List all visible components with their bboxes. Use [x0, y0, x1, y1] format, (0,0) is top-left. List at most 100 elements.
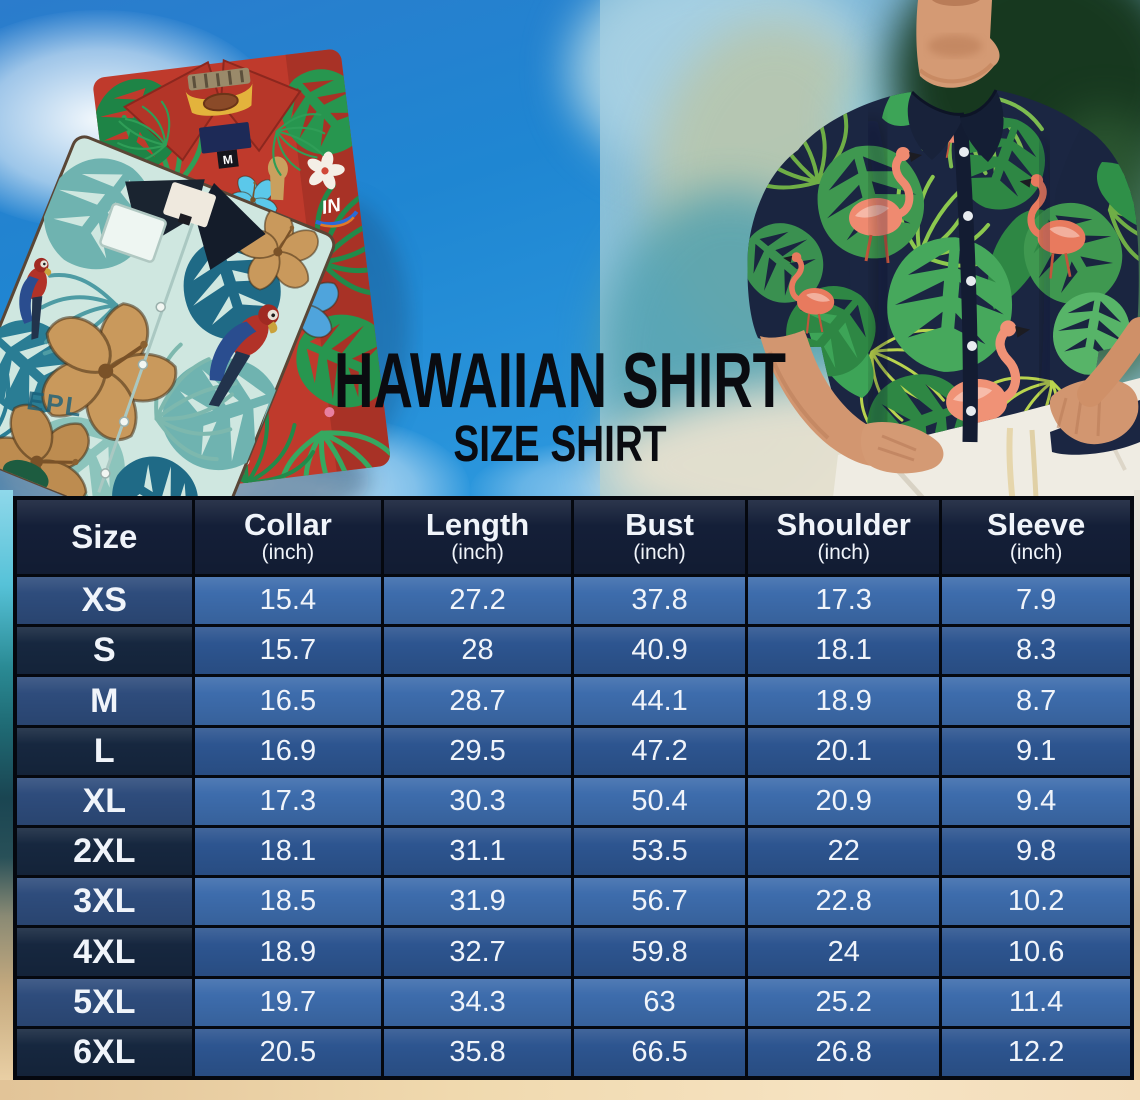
sleeve-logo: IN — [315, 195, 359, 228]
table-row: 6XL 20.5 35.8 66.5 26.8 12.2 — [17, 1028, 1130, 1077]
size-tag — [216, 149, 239, 169]
column-header: Sleeve (inch) — [942, 500, 1130, 574]
length-cell: 32.7 — [384, 928, 571, 976]
shoulder-cell: 20.9 — [748, 777, 940, 826]
shoulder-cell: 26.8 — [748, 1028, 940, 1077]
column-header: Collar (inch) — [194, 500, 382, 574]
man-wearing-flamingo-shirt-photo — [747, 0, 1140, 540]
size-tag-letter: M — [222, 152, 234, 167]
size-cell: M — [17, 677, 192, 725]
table-row: 3XL 18.5 31.9 56.7 22.8 10.2 — [17, 878, 1130, 926]
collar-right — [960, 90, 1004, 162]
length-cell: 29.5 — [384, 727, 571, 775]
column-label: Sleeve — [986, 506, 1086, 542]
size-cell: 6XL — [17, 1028, 192, 1077]
shoulder-cell: 20.1 — [748, 727, 940, 775]
length-cell: 31.1 — [384, 828, 571, 876]
collar-left — [907, 92, 964, 160]
bust-cell: 66.5 — [573, 1028, 746, 1077]
length-cell: 34.3 — [384, 978, 571, 1026]
sand-strip — [0, 1080, 1140, 1100]
folded-hawaiian-shirts-photo: M IN — [0, 48, 410, 545]
man-left-hand — [860, 422, 944, 474]
bust-cell: 44.1 — [573, 677, 746, 725]
button — [118, 416, 130, 427]
collar-cell: 15.7 — [194, 627, 382, 675]
sleeve-cell: 8.3 — [942, 627, 1130, 675]
sleeve-cell: 9.8 — [942, 828, 1130, 876]
page-title: HAWAIIAN SHIRT — [334, 336, 786, 424]
size-cell: 4XL — [17, 928, 192, 976]
column-unit: (inch) — [817, 541, 870, 565]
shoulder-cell: 24 — [748, 928, 940, 976]
length-cell: 27.2 — [384, 577, 571, 625]
collar-cell: 18.9 — [194, 928, 382, 976]
column-unit: (inch) — [633, 541, 686, 565]
sleeve-cell: 11.4 — [942, 978, 1130, 1026]
yellow-brand-label — [184, 81, 253, 116]
hula-figure-print — [267, 156, 288, 201]
collar-cell: 18.5 — [194, 878, 382, 926]
size-cell: L — [17, 727, 192, 775]
table-row: 5XL 19.7 34.3 63 25.2 11.4 — [17, 978, 1130, 1026]
navy-inner-label — [199, 122, 252, 154]
shoulder-cell: 22.8 — [748, 878, 940, 926]
table-row: S 15.7 28 40.9 18.1 8.3 — [17, 627, 1130, 675]
column-label: Length — [425, 506, 530, 542]
collar-cell: 16.9 — [194, 727, 382, 775]
length-cell: 30.3 — [384, 777, 571, 826]
column-label: Bust — [625, 506, 694, 542]
chest-pocket — [99, 202, 167, 263]
sleeve-cell: 9.4 — [942, 777, 1130, 826]
collar-cell: 15.4 — [194, 577, 382, 625]
length-cell: 31.9 — [384, 878, 571, 926]
svg-text:IN: IN — [320, 195, 344, 219]
bust-cell: 63 — [573, 978, 746, 1026]
table-header-row: Size Collar (inch) Length (inch) Bust (i… — [17, 500, 1130, 574]
size-cell: XS — [17, 577, 192, 625]
page-subtitle: SIZE SHIRT — [453, 414, 667, 472]
bust-cell: 59.8 — [573, 928, 746, 976]
collar-cell: 18.1 — [194, 828, 382, 876]
size-cell: XL — [17, 777, 192, 826]
size-cell: S — [17, 627, 192, 675]
button — [155, 301, 166, 313]
button — [959, 147, 969, 157]
table-row: 2XL 18.1 31.1 53.5 22 9.8 — [17, 828, 1130, 876]
column-unit: (inch) — [261, 541, 315, 565]
length-cell: 28 — [384, 627, 571, 675]
column-label: Shoulder — [776, 506, 911, 542]
sleeve-cell: 8.7 — [942, 677, 1130, 725]
column-header: Shoulder (inch) — [748, 500, 940, 574]
sleeve-cell: 7.9 — [942, 577, 1130, 625]
size-column-header: Size — [17, 500, 192, 574]
man-neck-and-chin — [916, 0, 1000, 88]
teal-hawaiian-shirt: EPL — [0, 135, 336, 545]
bust-cell: 53.5 — [573, 828, 746, 876]
button — [137, 359, 149, 370]
bust-cell: 47.2 — [573, 727, 746, 775]
table-row: 4XL 18.9 32.7 59.8 24 10.6 — [17, 928, 1130, 976]
button — [963, 211, 973, 221]
size-table: Size Collar (inch) Length (inch) Bust (i… — [13, 496, 1134, 1080]
collar-cell: 20.5 — [194, 1028, 382, 1077]
man-arms — [760, 317, 1140, 474]
title-block: HAWAIIAN SHIRT SIZE SHIRT — [0, 336, 1120, 472]
size-cell: 3XL — [17, 878, 192, 926]
column-unit: (inch) — [1009, 541, 1063, 565]
column-header: Length (inch) — [384, 500, 571, 574]
bust-cell: 37.8 — [573, 577, 746, 625]
flamingo-shirt — [747, 89, 1140, 455]
button — [966, 276, 976, 286]
table-row: M 16.5 28.7 44.1 18.9 8.7 — [17, 677, 1130, 725]
length-cell: 35.8 — [384, 1028, 571, 1077]
button — [100, 468, 111, 479]
button — [967, 341, 977, 351]
bust-cell: 50.4 — [573, 777, 746, 826]
collar-cell: 16.5 — [194, 677, 382, 725]
collar-cell: 17.3 — [194, 777, 382, 826]
sleeve-cell: 9.1 — [942, 727, 1130, 775]
table-row: XL 17.3 30.3 50.4 20.9 9.4 — [17, 777, 1130, 826]
shoulder-cell: 18.1 — [748, 627, 940, 675]
shoulder-cell: 18.9 — [748, 677, 940, 725]
